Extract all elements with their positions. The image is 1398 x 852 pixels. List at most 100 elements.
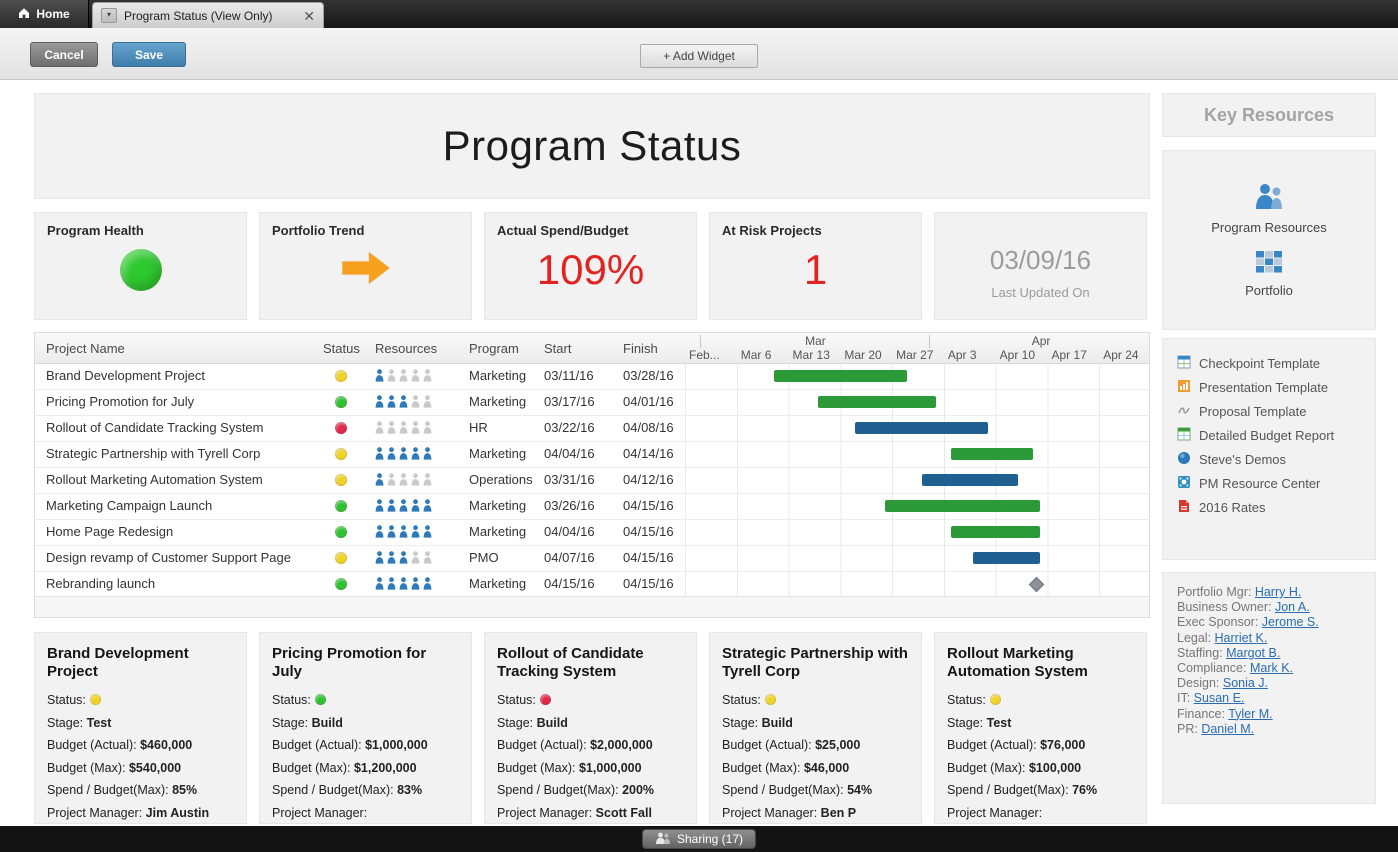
app-blue-icon xyxy=(1177,475,1191,492)
project-name-cell: Marketing Campaign Launch xyxy=(46,498,213,513)
contact-link[interactable]: Jerome S. xyxy=(1261,615,1319,630)
project-card: Rollout of Candidate Tracking System Stat… xyxy=(484,632,697,824)
start-date-cell: 03/17/16 xyxy=(544,394,595,409)
contact-link[interactable]: Margot B. xyxy=(1226,645,1281,660)
resource-link[interactable]: 2016 Rates xyxy=(1177,495,1367,519)
card-spend-value: 85% xyxy=(172,783,198,797)
card-stage-line: Stage: Build xyxy=(722,712,909,735)
gantt-header: Project Name Status Resources Program St… xyxy=(35,333,1149,364)
card-budget_actual-line: Budget (Actual): $460,000 xyxy=(47,734,234,757)
finish-date-cell: 04/14/16 xyxy=(623,446,674,461)
tab-dropdown-icon[interactable]: ▾ xyxy=(101,8,117,23)
project-name-cell: Rebranding launch xyxy=(46,576,156,591)
status-dot-yellow xyxy=(764,694,776,705)
person-icon xyxy=(411,447,420,463)
resource-link[interactable]: PM Resource Center xyxy=(1177,471,1367,495)
resource-link[interactable]: Steve's Demos xyxy=(1177,447,1367,471)
card-status-label: Status: xyxy=(722,693,761,707)
person-icon xyxy=(399,525,408,541)
person-icon xyxy=(375,577,384,593)
sharing-button[interactable]: Sharing (17) xyxy=(641,829,757,849)
card-stage-line: Stage: Build xyxy=(497,712,684,735)
cancel-button[interactable]: Cancel xyxy=(30,42,98,67)
start-date-cell: 04/07/16 xyxy=(544,550,595,565)
shortcut-label[interactable]: Program Resources xyxy=(1211,220,1327,235)
week-label: Apr 24 xyxy=(1103,348,1139,362)
card-budget_max-line: Budget (Max): $46,000 xyxy=(722,757,909,780)
card-budget_actual-value: $1,000,000 xyxy=(365,738,428,752)
contact-link[interactable]: Daniel M. xyxy=(1201,721,1255,736)
card-spend-value: 76% xyxy=(1072,783,1098,797)
contact-link[interactable]: Jon A. xyxy=(1274,600,1310,615)
status-dot-red xyxy=(539,694,551,705)
tab-close-icon[interactable]: ✕ xyxy=(303,7,315,24)
resource-link[interactable]: Detailed Budget Report xyxy=(1177,423,1367,447)
person-icon xyxy=(375,395,384,411)
person-icon xyxy=(375,525,384,541)
person-icon xyxy=(399,551,408,567)
card-budget_actual-value: $76,000 xyxy=(1040,738,1086,752)
contact-link[interactable]: Tyler M. xyxy=(1228,706,1273,721)
person-icon xyxy=(399,369,408,385)
card-spend-label: Spend / Budget(Max): xyxy=(722,783,848,797)
week-label: Mar 6 xyxy=(740,348,772,362)
contact-label: Portfolio Mgr: xyxy=(1177,585,1255,599)
contact-label: IT: xyxy=(1177,691,1194,706)
person-icon xyxy=(387,395,396,411)
card-spend-label: Spend / Budget(Max): xyxy=(497,783,623,797)
save-button[interactable]: Save xyxy=(112,42,186,67)
card-budget_max-value: $540,000 xyxy=(128,760,182,775)
resource-link[interactable]: Proposal Template xyxy=(1177,399,1367,423)
sharing-label: Sharing (17) xyxy=(676,832,744,846)
contact-link[interactable]: Susan E. xyxy=(1193,691,1245,706)
person-icon xyxy=(423,473,432,489)
start-date-cell: 03/22/16 xyxy=(544,420,595,435)
contact-link[interactable]: Mark K. xyxy=(1249,660,1294,675)
resource-link-label: Presentation Template xyxy=(1199,379,1329,395)
contact-link[interactable]: Harry H. xyxy=(1254,585,1302,599)
card-pm-label: Project Manager: xyxy=(47,805,146,820)
resource-link[interactable]: Presentation Template xyxy=(1177,375,1367,399)
finish-date-cell: 04/15/16 xyxy=(623,550,674,565)
gantt-bar xyxy=(951,526,1041,538)
contact-link[interactable]: Sonia J. xyxy=(1222,676,1269,691)
tab-home[interactable]: Home xyxy=(0,0,89,28)
card-stage-line: Stage: Test xyxy=(47,712,234,735)
shortcut-label[interactable]: Portfolio xyxy=(1245,283,1293,298)
card-stage-value: Test xyxy=(86,715,112,730)
project-card-title: Rollout of Candidate Tracking System xyxy=(497,645,644,680)
contact-row: PR: Daniel M. xyxy=(1177,722,1369,737)
metric-title: At Risk Projects xyxy=(722,223,822,238)
card-budget_actual-line: Budget (Actual): $76,000 xyxy=(947,734,1134,757)
person-icon xyxy=(387,499,396,515)
program-cell: Operations xyxy=(469,472,533,487)
gantt-scrollbar-track[interactable] xyxy=(35,596,1149,617)
card-spend-line: Spend / Budget(Max): 76% xyxy=(947,779,1134,802)
gantt-bar xyxy=(818,396,937,408)
shortcut-program-resources[interactable]: Program Resources xyxy=(1163,183,1375,235)
project-card: Rollout Marketing Automation System Statu… xyxy=(934,632,1147,824)
contact-link[interactable]: Harriet K. xyxy=(1214,630,1268,645)
contact-row: Legal: Harriet K. xyxy=(1177,631,1369,646)
project-name-cell: Rollout of Candidate Tracking System xyxy=(46,420,264,435)
status-dot-green xyxy=(314,694,326,705)
sheet-green-icon xyxy=(1177,427,1191,444)
add-widget-button[interactable]: + Add Widget xyxy=(640,44,758,68)
resource-link[interactable]: Checkpoint Template xyxy=(1177,351,1367,375)
card-status-label: Status: xyxy=(272,693,311,707)
start-date-cell: 03/26/16 xyxy=(544,498,595,513)
shortcut-portfolio[interactable]: Portfolio xyxy=(1163,251,1375,298)
card-status-line: Status: xyxy=(722,689,909,712)
grid-icon xyxy=(1256,251,1282,277)
sheet-blue-icon xyxy=(1177,355,1191,372)
card-budget_max-line: Budget (Max): $540,000 xyxy=(47,757,234,780)
status-cell xyxy=(335,448,347,463)
sharing-people-icon xyxy=(655,832,671,847)
person-icon xyxy=(423,395,432,411)
card-stage-line: Stage: Build xyxy=(272,712,459,735)
tab-program-status[interactable]: ▾ Program Status (View Only) ✕ xyxy=(92,2,324,28)
finish-date-cell: 04/15/16 xyxy=(623,576,674,591)
resources-cell xyxy=(375,369,435,385)
gantt-report-widget: Project Name Status Resources Program St… xyxy=(34,332,1151,618)
card-spend-value: 200% xyxy=(622,783,655,797)
